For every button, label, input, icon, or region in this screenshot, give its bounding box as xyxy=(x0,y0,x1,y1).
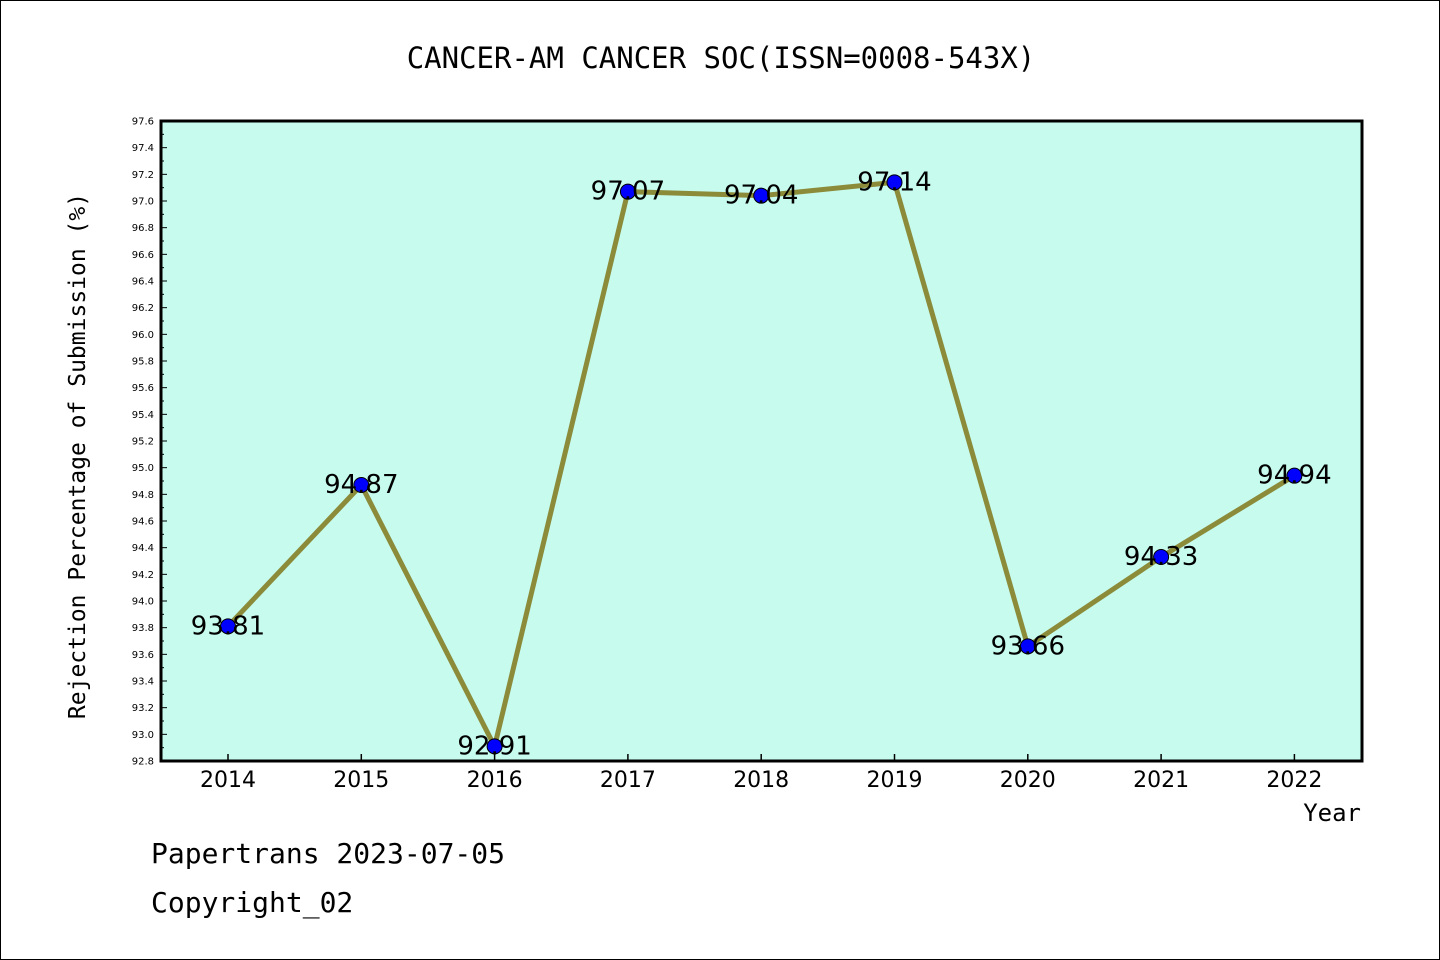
y-axis-ticks: 92.8 93.0 93.2 93.4 93.6 93.8 94.0 94.2 94.4 94.6… xyxy=(132,117,167,768)
data-label: 93.81 xyxy=(191,611,265,641)
y-tick-label: 94.0 xyxy=(132,597,154,608)
data-point xyxy=(619,183,636,200)
data-point xyxy=(753,187,770,204)
x-tick-label: 2018 xyxy=(733,768,789,793)
x-tick-label: 2015 xyxy=(333,768,389,793)
y-tick-label: 94.6 xyxy=(132,517,154,528)
y-tick-label: 97.6 xyxy=(132,117,154,128)
data-label: 94.33 xyxy=(1124,542,1198,572)
chart-title: CANCER-AM CANCER SOC(ISSN=0008-543X) xyxy=(407,41,1036,75)
x-axis-label: Year xyxy=(1303,799,1361,827)
data-labels: 93.81 94.87 92.91 97.07 97.04 97.14 93.66 94.33… xyxy=(191,167,1332,761)
x-tick-label: 2016 xyxy=(467,768,523,793)
data-label: 94.94 xyxy=(1257,461,1331,491)
y-tick-label: 93.6 xyxy=(132,650,154,661)
y-tick-label: 92.8 xyxy=(132,757,154,768)
x-tick-label: 2020 xyxy=(1000,768,1056,793)
footer-date-text: Papertrans 2023-07-05 xyxy=(151,837,506,870)
x-axis-ticks: 2014 2015 2016 2017 2018 2019 2020 2021 2022 xyxy=(200,754,1322,793)
data-label: 93.66 xyxy=(991,631,1065,661)
data-point xyxy=(220,618,236,635)
y-tick-label: 95.0 xyxy=(132,463,154,474)
footer-copyright-text: Copyright_02 xyxy=(151,886,354,919)
data-point xyxy=(1019,638,1036,655)
data-label: 97.14 xyxy=(857,167,931,197)
data-label: 92.91 xyxy=(457,731,531,761)
y-tick-label: 97.2 xyxy=(132,170,154,181)
plot-area xyxy=(159,119,1364,763)
y-tick-label: 95.4 xyxy=(132,410,154,421)
y-tick-label: 93.8 xyxy=(132,623,154,634)
y-tick-label: 96.4 xyxy=(132,277,154,288)
y-tick-label: 93.0 xyxy=(132,730,154,741)
data-point xyxy=(1286,467,1303,484)
y-axis-label: Rejection Percentage of Submission (%) xyxy=(65,193,91,719)
y-tick-label: 96.6 xyxy=(132,250,154,261)
data-label: 97.04 xyxy=(724,181,798,211)
data-label: 97.07 xyxy=(591,177,665,207)
data-point xyxy=(353,477,370,493)
x-tick-label: 2022 xyxy=(1266,768,1322,793)
y-tick-label: 96.0 xyxy=(132,330,154,341)
y-tick-label: 96.2 xyxy=(132,303,154,314)
y-tick-label: 95.8 xyxy=(132,357,154,368)
data-label: 94.87 xyxy=(324,470,398,500)
y-tick-label: 94.2 xyxy=(132,570,154,581)
y-tick-label: 95.2 xyxy=(132,437,154,448)
y-tick-label: 96.8 xyxy=(132,223,154,234)
data-point xyxy=(886,174,903,191)
x-tick-label: 2019 xyxy=(867,768,923,793)
y-tick-label: 94.4 xyxy=(132,543,154,554)
y-tick-label: 95.6 xyxy=(132,383,154,394)
data-point xyxy=(1153,549,1170,565)
y-tick-label: 94.8 xyxy=(132,490,154,501)
y-tick-label: 93.2 xyxy=(132,703,154,714)
data-points xyxy=(220,174,1303,755)
x-tick-label: 2014 xyxy=(200,768,256,793)
data-point xyxy=(486,738,503,755)
y-tick-label: 93.4 xyxy=(132,677,154,688)
y-tick-label: 97.0 xyxy=(132,197,154,208)
y-tick-label: 97.4 xyxy=(132,143,154,154)
x-tick-label: 2021 xyxy=(1133,768,1189,793)
x-tick-label: 2017 xyxy=(600,768,656,793)
